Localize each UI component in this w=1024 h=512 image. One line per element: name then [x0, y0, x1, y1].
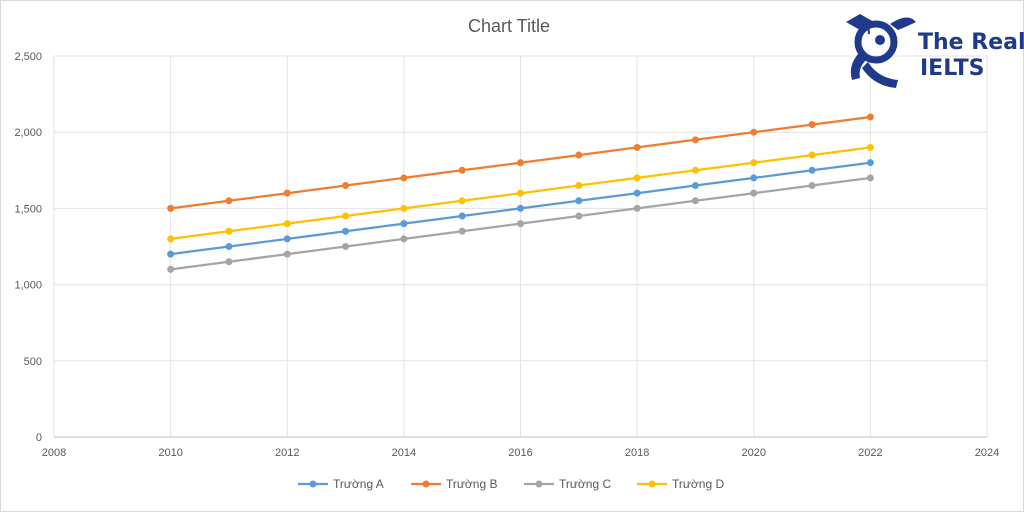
data-point: [575, 197, 583, 205]
data-point: [691, 197, 699, 205]
logo-text-line1: The Real: [918, 30, 1024, 55]
data-point: [633, 174, 641, 182]
data-point: [633, 189, 641, 197]
data-point: [225, 243, 233, 250]
data-point: [342, 212, 350, 220]
data-point: [866, 174, 874, 182]
legend: Trường A Trường B Trường C Trường D: [298, 477, 724, 491]
data-point: [400, 235, 408, 243]
x-tick-label: 2014: [392, 447, 416, 459]
data-point: [575, 182, 583, 190]
data-point: [167, 235, 175, 243]
data-point: [808, 151, 816, 159]
data-point: [808, 166, 816, 174]
data-point: [167, 265, 175, 273]
x-tick-label: 2010: [158, 447, 182, 459]
data-point: [866, 113, 874, 121]
data-point: [342, 182, 350, 190]
data-point: [167, 250, 175, 258]
x-tick-label: 2018: [625, 447, 649, 459]
legend-label: Trường D: [672, 477, 724, 491]
data-point: [750, 189, 758, 197]
the-real-ielts-logo: The Real IELTS: [838, 8, 1024, 92]
data-point: [866, 143, 874, 151]
x-tick-label: 2008: [42, 447, 66, 459]
x-tick-label: 2012: [275, 447, 299, 459]
data-point: [458, 212, 466, 220]
y-tick-label: 500: [24, 356, 42, 368]
data-point: [575, 212, 583, 220]
data-point: [400, 220, 408, 228]
data-point: [517, 159, 524, 167]
data-point: [458, 166, 466, 174]
data-point: [517, 220, 524, 228]
data-point: [808, 121, 816, 129]
series-layer: [167, 113, 874, 273]
x-tick-label: 2020: [742, 447, 766, 459]
data-point: [633, 204, 641, 212]
y-tick-label: 2,000: [14, 127, 42, 139]
data-point: [458, 197, 466, 205]
data-point: [750, 128, 758, 136]
legend-label: Trường A: [333, 477, 384, 491]
legend-marker: [648, 480, 656, 488]
data-point: [283, 189, 291, 197]
data-point: [517, 189, 524, 197]
grid-lines: [53, 55, 988, 438]
data-point: [691, 166, 699, 174]
data-point: [400, 174, 408, 182]
data-point: [691, 136, 699, 144]
data-point: [575, 151, 583, 159]
y-tick-label: 1,000: [14, 280, 42, 292]
legend-label: Trường B: [446, 477, 497, 491]
y-tick-label: 0: [36, 432, 42, 444]
data-point: [342, 243, 350, 250]
data-point: [283, 235, 291, 243]
data-point: [342, 227, 350, 235]
data-point: [400, 204, 408, 212]
legend-marker: [422, 480, 430, 488]
data-point: [750, 174, 758, 182]
data-point: [808, 182, 816, 190]
legend-label: Trường C: [559, 477, 611, 491]
data-point: [633, 143, 641, 151]
data-point: [866, 159, 874, 167]
data-point: [225, 227, 233, 235]
x-tick-label: 2022: [858, 447, 882, 459]
data-point: [283, 220, 291, 228]
axes: 0 500 1,000 1,500 2,000 2,500 2008 2010 2012 2014…: [14, 51, 999, 459]
data-point: [283, 250, 291, 258]
data-point: [750, 159, 758, 167]
legend-marker: [309, 480, 317, 488]
x-tick-label: 2016: [508, 447, 532, 459]
logo-text-line2: IELTS: [920, 56, 985, 81]
y-tick-label: 2,500: [14, 51, 42, 63]
y-tick-label: 1,500: [14, 203, 42, 215]
x-tick-label: 2024: [975, 447, 999, 459]
legend-marker: [535, 480, 543, 488]
graduate-logo-icon: [846, 14, 916, 88]
data-point: [167, 204, 175, 212]
data-point: [225, 258, 233, 266]
data-point: [517, 204, 524, 212]
data-point: [225, 197, 233, 205]
data-point: [691, 182, 699, 190]
chart-title: Chart Title: [468, 16, 550, 36]
data-point: [458, 227, 466, 235]
